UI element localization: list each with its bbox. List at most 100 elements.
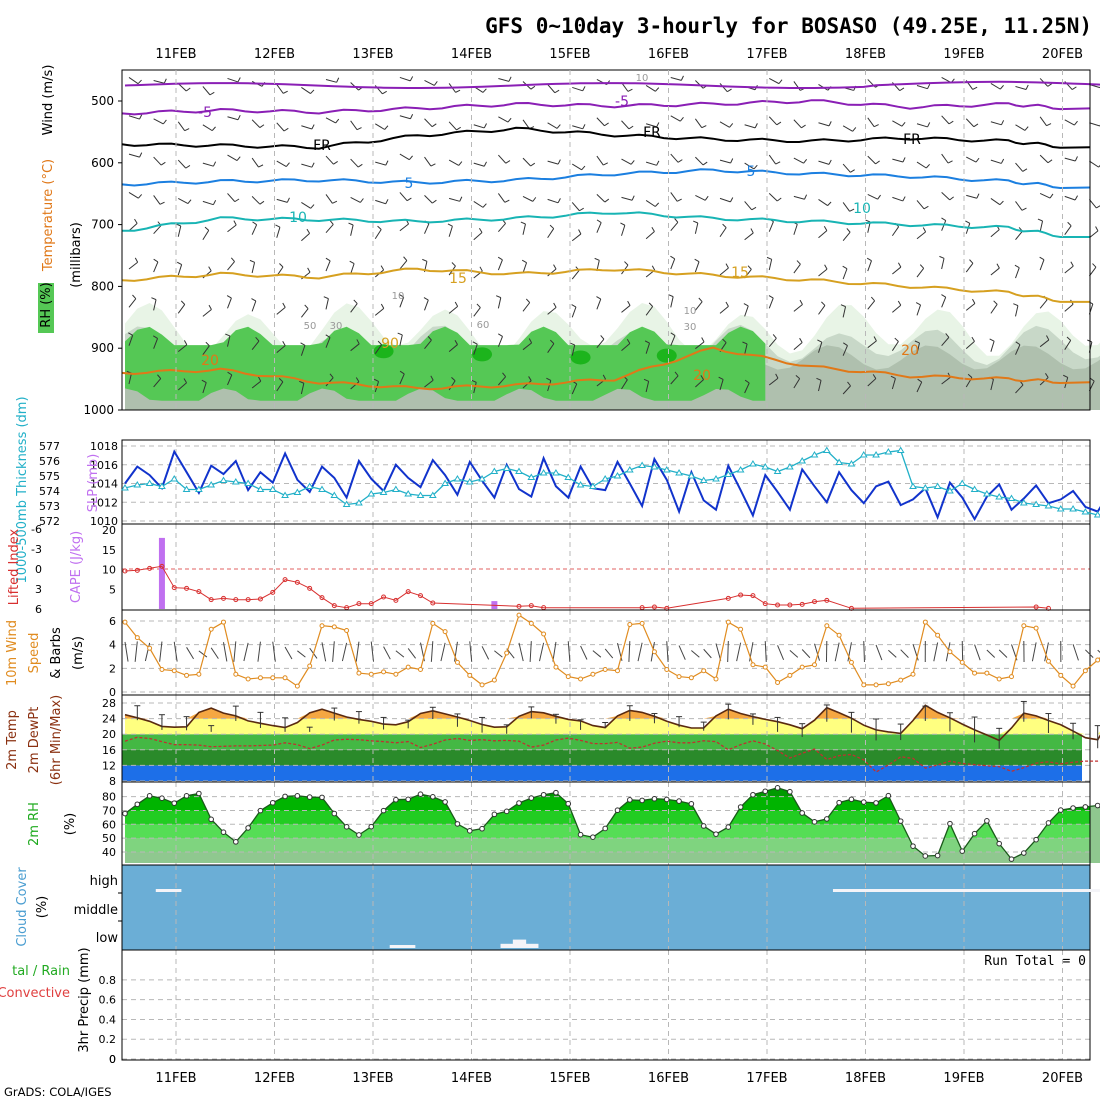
wind-barb <box>374 229 382 239</box>
wind-barb-flag <box>530 162 536 167</box>
wind-barb <box>1015 344 1021 355</box>
wind-barb-flag <box>827 201 832 206</box>
wind-barb <box>645 231 655 240</box>
wind-barb <box>227 116 239 121</box>
thickness-marker <box>182 485 191 492</box>
y-tick-label-left: 576 <box>39 455 60 468</box>
wind-barb <box>768 297 774 309</box>
wind-barb <box>888 649 897 658</box>
wind-barb <box>1044 642 1049 662</box>
wind-barb-flag <box>139 152 143 158</box>
wind-barb-flag <box>700 375 704 380</box>
wind-speed-marker <box>787 672 793 678</box>
contour-label: 10 <box>684 306 697 317</box>
wind-barb <box>867 221 871 233</box>
thickness-marker <box>1044 502 1053 509</box>
wind-barb <box>497 223 506 233</box>
wind-barb <box>691 650 700 658</box>
wind-barb <box>547 380 552 392</box>
contour-label: 10 <box>853 201 871 217</box>
wind-barb <box>793 195 805 200</box>
lifted-index-marker <box>812 599 817 605</box>
wind-barb-flag <box>795 374 800 380</box>
wind-barb-flag <box>507 117 512 123</box>
wind-barb-flag <box>670 332 676 336</box>
wind-barb <box>473 344 478 355</box>
contour-label: 20 <box>201 353 219 369</box>
wind-barb-flag <box>528 376 532 381</box>
wind-barb-flag <box>455 89 461 93</box>
wind-speed-marker <box>504 650 510 656</box>
wind-barb-flag <box>153 335 158 339</box>
wind-speed-marker <box>356 670 362 676</box>
y-tick-label: 0.6 <box>99 994 117 1007</box>
wind-barb <box>1064 119 1075 126</box>
y-axis-label-a: 10m Wind <box>5 620 20 686</box>
wind-barb <box>128 115 140 120</box>
thickness-marker <box>736 466 745 473</box>
wind-barb-flag <box>430 375 434 381</box>
wind-speed-marker <box>294 683 300 689</box>
wind-barb <box>473 382 477 394</box>
cloud-bar <box>402 945 416 948</box>
wind-barb-flag <box>299 380 305 384</box>
wind-barb-flag <box>914 340 920 344</box>
wind-barb-flag <box>648 302 654 307</box>
cloud-bar <box>845 889 859 892</box>
wind-barb-flag <box>679 117 684 122</box>
wind-speed-marker <box>393 671 399 677</box>
cloud-bar <box>1079 889 1093 892</box>
wind-barb-flag <box>850 169 855 173</box>
wind-speed-marker <box>972 670 978 676</box>
wind-barb <box>522 380 532 389</box>
wind-barb <box>592 650 602 658</box>
wind-barb <box>867 260 872 272</box>
wind-barb-flag <box>160 161 166 166</box>
wind-barb-flag <box>730 158 734 164</box>
wind-barb-flag <box>824 264 828 270</box>
date-label-bottom: 16FEB <box>648 1071 689 1086</box>
wind-barb <box>670 192 678 202</box>
wind-barb-flag <box>602 374 607 380</box>
wind-barb <box>891 341 899 351</box>
rh2m-marker <box>590 834 596 840</box>
wind-barb-flag <box>483 161 487 167</box>
wind-barb <box>251 119 261 128</box>
wind-barb <box>793 304 803 312</box>
wind-barb-flag <box>1095 226 1099 232</box>
wind-barb <box>596 338 605 348</box>
wind-barb <box>892 158 904 163</box>
wind-barb-flag <box>1025 84 1029 90</box>
wind-barb <box>251 340 260 350</box>
wind-barb <box>842 202 851 212</box>
wind-barb-flag <box>497 256 503 261</box>
wind-speed-marker <box>959 659 965 665</box>
rh2m-marker <box>602 825 608 832</box>
wind-barb <box>628 641 631 662</box>
wind-barb <box>744 201 753 211</box>
wind-barb-flag <box>306 228 311 234</box>
thickness-marker <box>527 473 536 480</box>
y-tick-label: 0 <box>109 1053 116 1066</box>
date-label-top: 19FEB <box>943 47 984 62</box>
wind-barb-flag <box>828 159 832 165</box>
isotherm-line <box>124 80 1100 89</box>
wind-barbs-10m <box>124 640 1100 663</box>
wind-barb-flag <box>817 339 823 343</box>
wind-barb <box>202 345 210 355</box>
lifted-index-marker <box>418 593 423 599</box>
wind-barb-flag <box>259 200 265 205</box>
wind-barb-flag <box>433 81 438 86</box>
wind-barb <box>842 163 851 173</box>
wind-barb <box>522 195 534 202</box>
wind-barb <box>695 156 704 166</box>
wind-barb-flag <box>1074 156 1078 162</box>
wind-barb-flag <box>875 160 880 165</box>
thickness-marker <box>884 448 893 455</box>
wind-barb <box>300 383 305 395</box>
wind-barb-flag <box>651 265 656 271</box>
wind-barb-flag <box>1046 123 1052 127</box>
wind-barb <box>1039 339 1050 348</box>
wind-speed-marker <box>664 667 670 673</box>
thickness-marker <box>453 475 462 482</box>
